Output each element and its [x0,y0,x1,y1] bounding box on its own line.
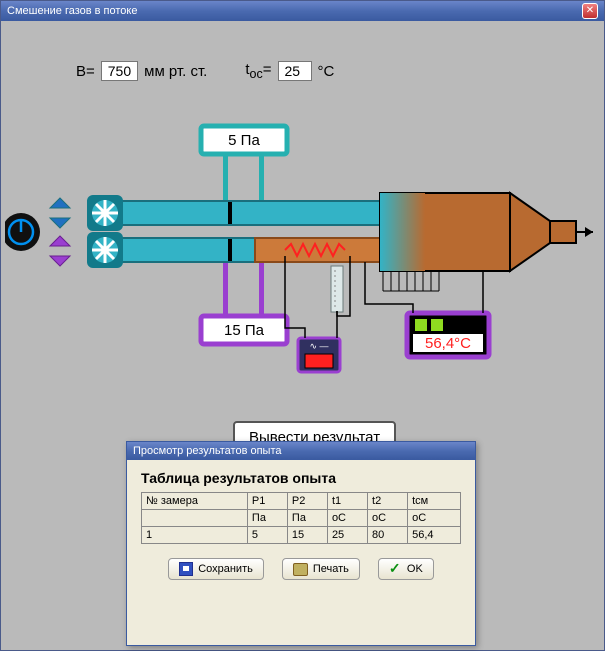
dialog-title: Просмотр результатов опыта [133,445,282,457]
t-unit: °C [318,63,335,80]
dialog-heading: Таблица результатов опыта [141,470,461,486]
heater-box: ∿ — [298,338,340,372]
pipe-top [105,201,385,225]
svg-text:56,4°C: 56,4°C [425,335,471,352]
pipe-bottom-hot [255,238,385,262]
check-icon [389,563,402,576]
table-row: № замера P1 P2 t1 t2 tсм [142,493,461,510]
svg-text:5 Па: 5 Па [228,132,260,149]
fan-bottom [87,232,123,268]
b-label: B= [76,63,95,80]
b-unit: мм рт. ст. [144,63,207,80]
close-icon[interactable]: ✕ [582,3,598,19]
flow-diagram: 5 Па 15 Па [5,116,595,406]
table-row: 1 5 15 25 80 56,4 [142,527,461,544]
t-input[interactable]: 25 [278,61,312,81]
window-title: Смешение газов в потоке [7,5,137,17]
content-area: B= 750 мм рт. ст. tос= 25 °C 5 Па 15 Па [1,21,604,481]
arrow-up-icon[interactable] [50,198,70,208]
mixing-chamber [380,193,593,271]
arrow-up-icon[interactable] [50,236,70,246]
svg-text:∿ —: ∿ — [309,341,328,351]
results-table: № замера P1 P2 t1 t2 tсм Па Па oC oC oC … [141,492,461,544]
svg-text:15 Па: 15 Па [224,322,265,339]
save-icon [179,562,193,576]
results-dialog: Просмотр результатов опыта Таблица резул… [126,441,476,646]
save-button[interactable]: Сохранить [168,558,264,580]
print-icon [293,563,308,576]
print-button[interactable]: Печать [282,558,360,580]
main-window: Смешение газов в потоке ✕ B= 750 мм рт. … [0,0,605,651]
ok-button[interactable]: OK [378,558,434,580]
titlebar: Смешение газов в потоке ✕ [1,1,604,21]
pipe-bottom-cold [105,238,255,262]
dialog-titlebar: Просмотр результатов опыта [127,442,475,460]
temp-display: 56,4°C [407,313,489,357]
fan-top [87,195,123,231]
table-row: Па Па oC oC oC [142,510,461,527]
arrow-down-icon[interactable] [50,256,70,266]
arrow-down-icon[interactable] [50,218,70,228]
t-label: tос= [245,61,271,81]
sensor-tube [331,266,343,312]
b-input[interactable]: 750 [101,61,138,81]
param-row: B= 750 мм рт. ст. tос= 25 °C [76,61,334,81]
